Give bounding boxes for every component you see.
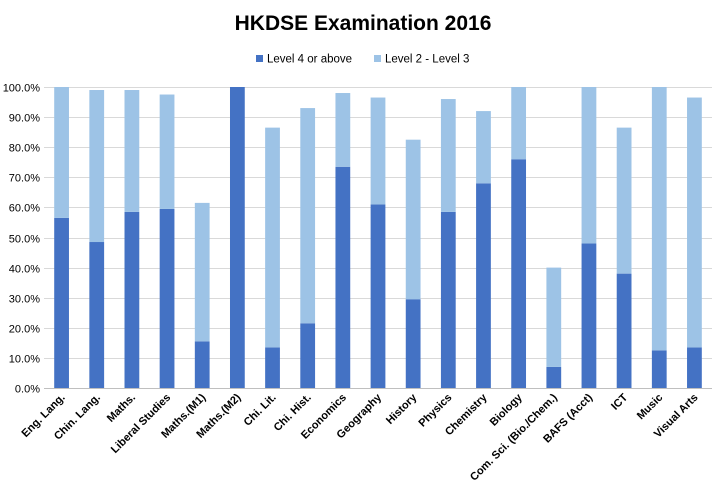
x-tick-label: History xyxy=(384,391,420,427)
bar-level4-above-16 xyxy=(616,273,632,388)
bar-level2-3-6 xyxy=(265,127,280,348)
bar-level2-3-7 xyxy=(300,108,316,324)
y-tick-label: 90.0% xyxy=(9,113,40,125)
bar-level2-3-18 xyxy=(687,97,702,348)
bar-level2-3-11 xyxy=(440,99,456,212)
bar-level4-above-0 xyxy=(54,217,69,388)
y-tick-label: 60.0% xyxy=(9,203,40,215)
bar-level2-3-14 xyxy=(546,267,562,367)
bar-level4-above-1 xyxy=(89,242,105,388)
bar-level4-above-2 xyxy=(124,211,140,388)
y-tick-label: 40.0% xyxy=(9,264,40,276)
x-tick-label: ICT xyxy=(609,391,630,412)
legend-label-level4: Level 4 or above xyxy=(267,54,352,66)
bar-level2-3-10 xyxy=(405,139,421,300)
bar-level2-3-1 xyxy=(89,90,105,243)
bar-level4-above-9 xyxy=(370,204,386,388)
bar-level4-above-7 xyxy=(300,323,316,388)
bar-level4-above-8 xyxy=(335,166,351,388)
bar-level2-3-15 xyxy=(581,87,597,244)
y-tick-label: 30.0% xyxy=(9,294,40,306)
bar-level4-above-4 xyxy=(194,341,210,388)
bar-level2-3-9 xyxy=(370,97,386,205)
bar-level2-3-16 xyxy=(616,127,632,274)
x-axis-ticks: Eng. Lang.Chin. Lang. Maths.Liberal Studi… xyxy=(19,391,700,484)
bar-level2-3-8 xyxy=(335,93,351,167)
bar-level4-above-13 xyxy=(511,159,527,388)
legend-label-level2-3: Level 2 - Level 3 xyxy=(385,54,469,66)
bar-level4-above-12 xyxy=(476,183,491,388)
bar-level2-3-17 xyxy=(651,87,667,351)
legend-swatch-level2-3 xyxy=(374,55,381,62)
bars xyxy=(54,87,702,389)
y-tick-label: 70.0% xyxy=(9,173,40,185)
y-tick-label: 10.0% xyxy=(9,354,40,366)
bar-level2-3-4 xyxy=(194,202,210,342)
bar-level4-above-10 xyxy=(405,299,421,388)
bar-level2-3-3 xyxy=(159,94,175,209)
bar-level4-above-6 xyxy=(265,347,280,388)
y-tick-label: 100.0% xyxy=(3,83,41,95)
legend-swatch-level4 xyxy=(256,55,263,62)
bar-level4-above-5 xyxy=(229,87,245,388)
y-axis-ticks: 0.0% 10.0% 20.0% 30.0% 40.0% 50.0% 60.0% 70.0% 8… xyxy=(3,83,41,396)
bar-level4-above-3 xyxy=(159,208,175,388)
y-tick-label: 0.0% xyxy=(15,384,40,396)
bar-level2-3-0 xyxy=(54,87,69,218)
bar-level4-above-18 xyxy=(687,347,702,388)
bar-level4-above-15 xyxy=(581,243,597,388)
chart-title: HKDSE Examination 2016 xyxy=(235,12,492,35)
bar-level4-above-11 xyxy=(440,211,456,388)
bar-level2-3-2 xyxy=(124,90,140,212)
x-tick-label: Music xyxy=(635,392,666,423)
bar-level2-3-13 xyxy=(511,87,527,160)
legend: Level 4 or above Level 2 - Level 3 xyxy=(256,54,469,66)
y-tick-label: 50.0% xyxy=(9,234,40,246)
bar-level4-above-17 xyxy=(651,350,667,389)
bar-level4-above-14 xyxy=(546,366,562,388)
y-tick-label: 20.0% xyxy=(9,324,40,336)
x-tick-label: Maths. xyxy=(105,392,138,425)
y-tick-label: 80.0% xyxy=(9,143,40,155)
bar-level2-3-12 xyxy=(476,111,491,184)
